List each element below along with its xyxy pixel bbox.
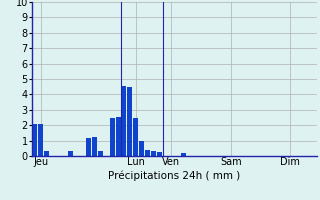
Bar — [86, 138, 91, 156]
Bar — [98, 151, 103, 156]
Bar — [133, 117, 138, 156]
Bar — [109, 117, 115, 156]
Bar — [157, 152, 162, 156]
Bar — [122, 86, 126, 156]
Bar — [92, 137, 97, 156]
Bar — [151, 151, 156, 156]
Bar — [44, 151, 49, 156]
Bar — [32, 124, 37, 156]
X-axis label: Précipitations 24h ( mm ): Précipitations 24h ( mm ) — [108, 170, 241, 181]
Bar — [139, 141, 144, 156]
Bar — [145, 150, 150, 156]
Bar — [38, 124, 44, 156]
Bar — [127, 87, 132, 156]
Bar — [116, 117, 121, 156]
Bar — [181, 153, 186, 156]
Bar — [68, 151, 73, 156]
